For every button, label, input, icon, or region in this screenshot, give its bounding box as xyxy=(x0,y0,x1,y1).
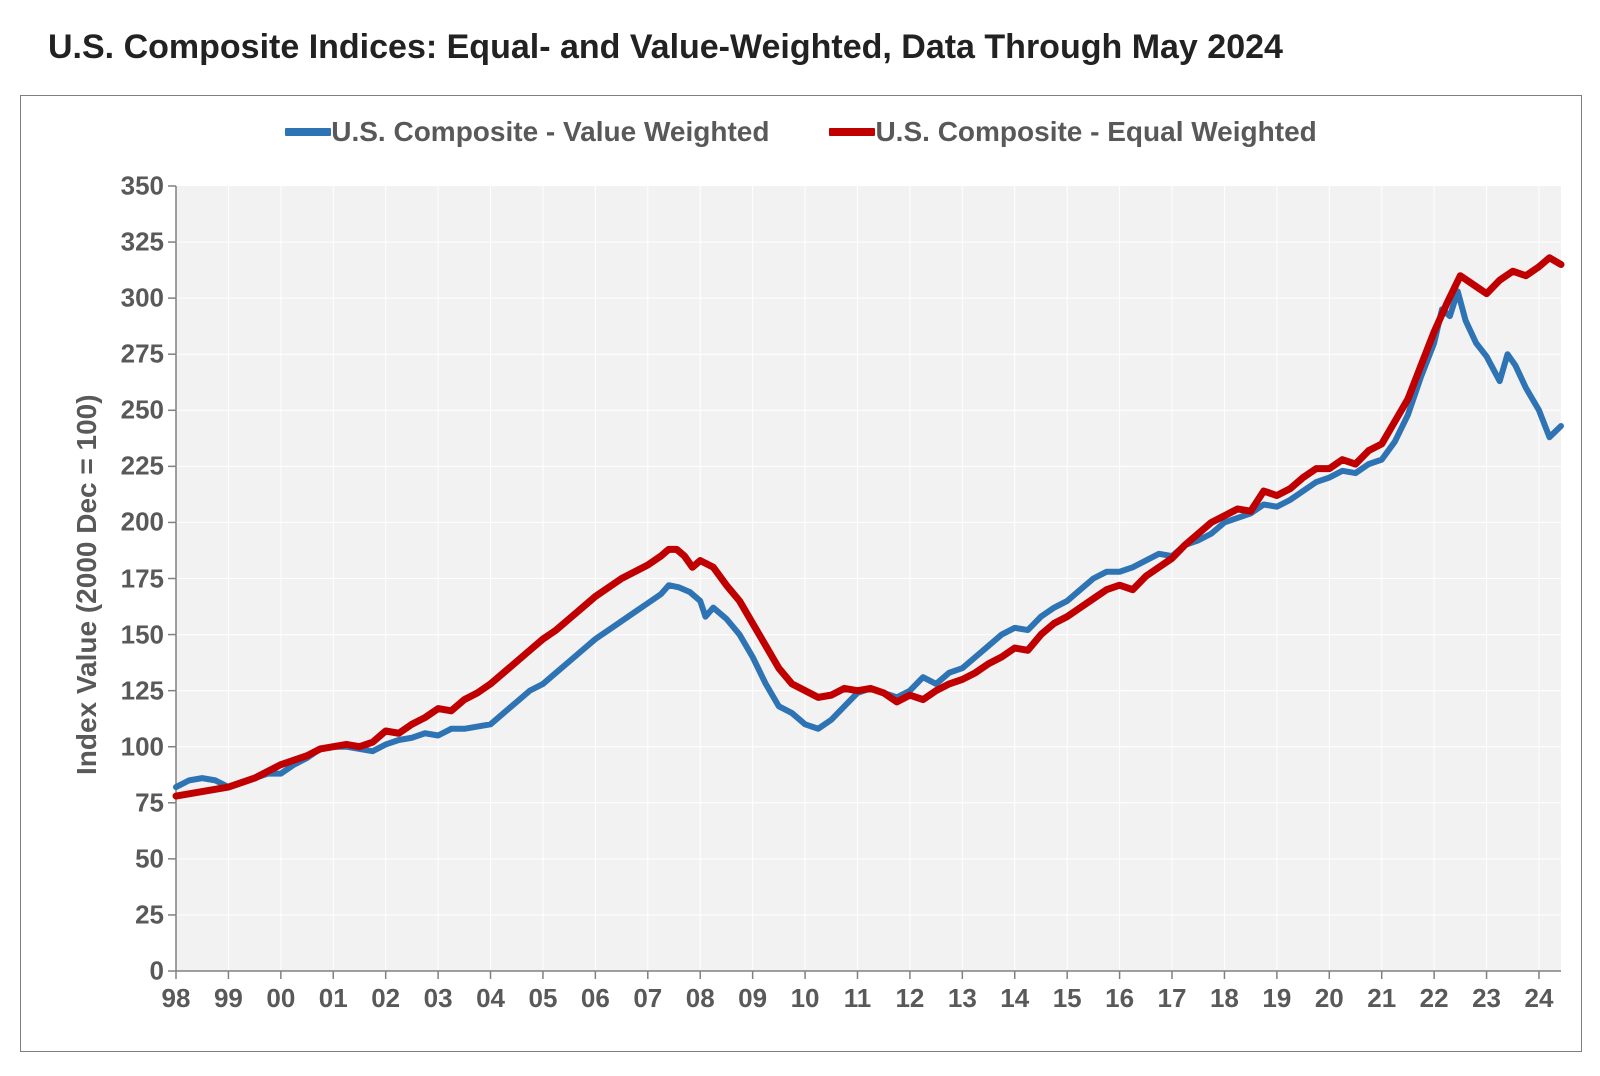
y-tick-label: 150 xyxy=(121,619,164,650)
y-tick-label: 250 xyxy=(121,395,164,426)
x-tick-label: 99 xyxy=(214,983,243,1014)
x-tick-label: 17 xyxy=(1158,983,1187,1014)
y-tick-label: 25 xyxy=(135,899,164,930)
legend-swatch xyxy=(285,128,331,136)
x-tick-label: 24 xyxy=(1525,983,1554,1014)
y-tick-label: 225 xyxy=(121,451,164,482)
chart-container: U.S. Composite - Value Weighted U.S. Comp… xyxy=(20,95,1582,1052)
legend-label: U.S. Composite - Value Weighted xyxy=(331,116,769,148)
x-tick-label: 08 xyxy=(686,983,715,1014)
x-tick-label: 19 xyxy=(1262,983,1291,1014)
x-tick-label: 20 xyxy=(1315,983,1344,1014)
y-tick-label: 275 xyxy=(121,339,164,370)
y-tick-label: 100 xyxy=(121,731,164,762)
x-tick-label: 23 xyxy=(1472,983,1501,1014)
x-tick-label: 16 xyxy=(1105,983,1134,1014)
x-tick-label: 05 xyxy=(528,983,557,1014)
x-tick-label: 11 xyxy=(844,983,872,1014)
x-tick-label: 02 xyxy=(371,983,400,1014)
x-tick-label: 06 xyxy=(581,983,610,1014)
y-tick-label: 325 xyxy=(121,227,164,258)
x-tick-label: 14 xyxy=(1000,983,1029,1014)
legend-label: U.S. Composite - Equal Weighted xyxy=(875,116,1316,148)
x-tick-label: 21 xyxy=(1367,983,1396,1014)
x-tick-label: 10 xyxy=(791,983,820,1014)
x-tick-label: 22 xyxy=(1420,983,1449,1014)
x-tick-label: 15 xyxy=(1053,983,1082,1014)
y-tick-label: 300 xyxy=(121,283,164,314)
x-tick-label: 03 xyxy=(424,983,453,1014)
y-tick-label: 50 xyxy=(135,843,164,874)
page: U.S. Composite Indices: Equal- and Value… xyxy=(0,0,1600,1076)
y-tick-label: 200 xyxy=(121,507,164,538)
legend-item: U.S. Composite - Equal Weighted xyxy=(829,116,1316,148)
y-tick-label: 0 xyxy=(150,956,164,987)
y-tick-label: 350 xyxy=(121,171,164,202)
y-tick-label: 75 xyxy=(135,787,164,818)
y-tick-label: 125 xyxy=(121,675,164,706)
chart-svg xyxy=(21,96,1581,1051)
legend-swatch xyxy=(829,128,875,136)
legend: U.S. Composite - Value Weighted U.S. Comp… xyxy=(21,116,1581,148)
x-tick-label: 07 xyxy=(633,983,662,1014)
x-tick-label: 13 xyxy=(948,983,977,1014)
x-tick-label: 12 xyxy=(895,983,924,1014)
x-tick-label: 09 xyxy=(738,983,767,1014)
legend-item: U.S. Composite - Value Weighted xyxy=(285,116,769,148)
x-tick-label: 01 xyxy=(319,983,348,1014)
x-tick-label: 00 xyxy=(266,983,295,1014)
x-tick-label: 04 xyxy=(476,983,505,1014)
x-tick-label: 98 xyxy=(162,983,191,1014)
chart-title: U.S. Composite Indices: Equal- and Value… xyxy=(48,28,1283,67)
y-axis-label: Index Value (2000 Dec = 100) xyxy=(71,394,103,775)
x-tick-label: 18 xyxy=(1210,983,1239,1014)
y-tick-label: 175 xyxy=(121,563,164,594)
